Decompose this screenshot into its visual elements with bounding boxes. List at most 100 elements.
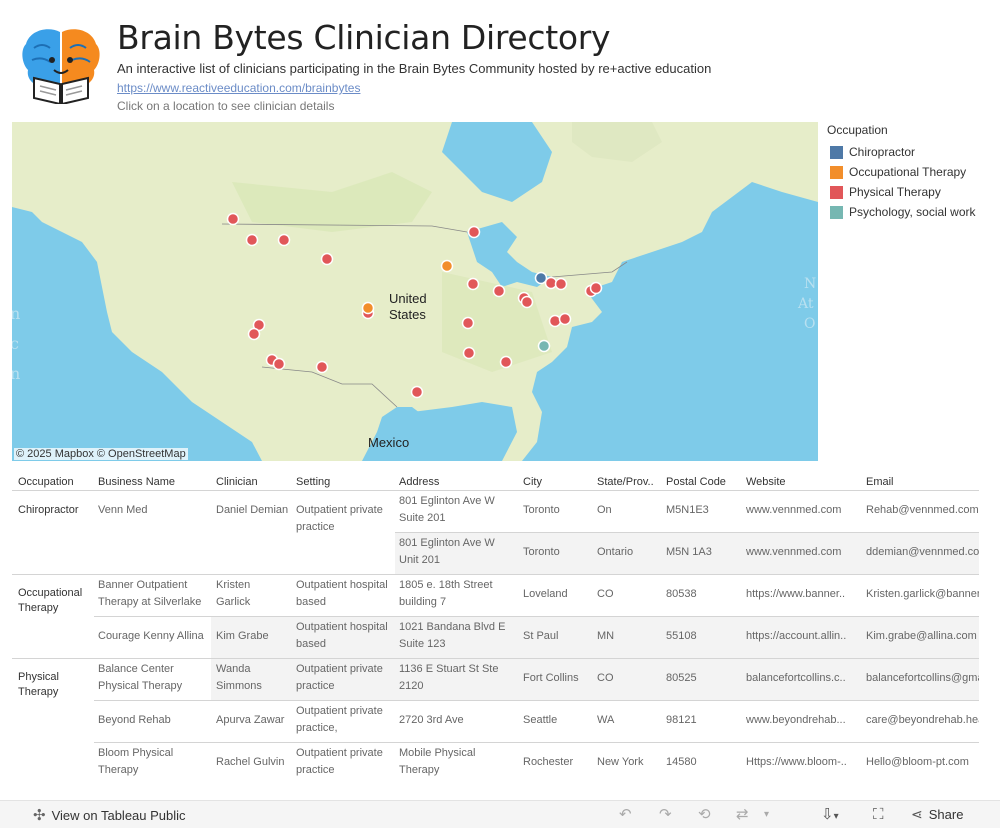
revert-icon[interactable]: ⟲ bbox=[698, 806, 711, 823]
table-cell-postal: 80538 bbox=[666, 588, 697, 600]
map-marker[interactable] bbox=[548, 314, 562, 328]
map-marker[interactable] bbox=[499, 355, 513, 369]
table-cell-setting: Outpatient private practice bbox=[296, 663, 383, 692]
table-cell-business: Bloom Physical Therapy bbox=[98, 747, 174, 776]
clinician-table[interactable]: Occupation Business Name Clinician Setti… bbox=[12, 474, 979, 796]
land-north-america bbox=[12, 122, 818, 461]
tableau-icon: ✣ bbox=[33, 807, 46, 824]
table-cell-email[interactable]: care@beyondrehab.health bbox=[866, 714, 979, 726]
download-icon[interactable]: ⇩▾ bbox=[821, 806, 839, 823]
share-icon: ⋖ bbox=[911, 806, 923, 822]
map-marker[interactable] bbox=[520, 295, 534, 309]
map-marker[interactable] bbox=[245, 233, 259, 247]
map-marker[interactable] bbox=[466, 277, 480, 291]
table-cell-website[interactable]: www.vennmed.com bbox=[746, 504, 842, 516]
table-cell-clinician: Apurva Zawar bbox=[216, 714, 285, 726]
legend-item-chiropractor[interactable]: Chiropractor bbox=[827, 142, 997, 162]
table-cell-website[interactable]: balancefortcollins.c.. bbox=[746, 672, 846, 684]
map-label-mexico: Mexico bbox=[368, 435, 409, 450]
svg-text:At: At bbox=[797, 296, 814, 312]
table-cell-state: Ontario bbox=[597, 546, 634, 558]
table-cell-state: MN bbox=[597, 630, 615, 642]
group-chiropractor: Chiropractor bbox=[18, 504, 79, 516]
map-marker[interactable] bbox=[247, 327, 261, 341]
table-cell-email[interactable]: Kim.grabe@allina.com bbox=[866, 630, 977, 642]
col-header-clinician[interactable]: Clinician bbox=[216, 476, 258, 488]
col-header-website[interactable]: Website bbox=[746, 476, 786, 488]
table-cell-postal: 14580 bbox=[666, 756, 697, 768]
col-header-occupation[interactable]: Occupation bbox=[18, 476, 74, 488]
table-cell-state: WA bbox=[597, 714, 615, 726]
table-cell-website[interactable]: Https://www.bloom-.. bbox=[746, 756, 847, 768]
map-marker[interactable] bbox=[462, 346, 476, 360]
table-cell-email[interactable]: Hello@bloom-pt.com bbox=[866, 756, 969, 768]
legend-item-physical-therapy[interactable]: Physical Therapy bbox=[827, 182, 997, 202]
table-cell-clinician: Daniel Demian bbox=[216, 504, 289, 516]
table-cell-email[interactable]: ddemian@vennmed.com bbox=[866, 546, 979, 558]
map-marker[interactable] bbox=[320, 252, 334, 266]
col-header-address[interactable]: Address bbox=[399, 476, 440, 488]
map-marker[interactable] bbox=[461, 316, 475, 330]
table-cell-city: Seattle bbox=[523, 714, 558, 726]
undo-icon[interactable]: ↶ bbox=[619, 806, 632, 823]
row-divider bbox=[94, 742, 979, 743]
map-attribution[interactable]: © 2025 Mapbox © OpenStreetMap bbox=[14, 448, 188, 460]
table-cell-website[interactable]: https://www.banner.. bbox=[746, 588, 846, 600]
table-cell-email[interactable]: Rehab@vennmed.com bbox=[866, 504, 979, 516]
page-subtitle: An interactive list of clinicians partic… bbox=[117, 61, 712, 76]
table-cell-website[interactable]: https://account.allin.. bbox=[746, 630, 847, 642]
map-marker[interactable] bbox=[534, 271, 548, 285]
map-marker[interactable] bbox=[554, 277, 568, 291]
table-cell-clinician: Rachel Gulvin bbox=[216, 756, 285, 768]
map-marker[interactable] bbox=[226, 212, 240, 226]
table-cell-setting: Outpatient hospital based bbox=[296, 579, 388, 608]
map-marker[interactable] bbox=[440, 259, 454, 273]
brainbytes-link[interactable]: https://www.reactiveeducation.com/brainb… bbox=[117, 81, 361, 95]
table-cell-email[interactable]: balancefortcollins@gmail.com bbox=[866, 672, 979, 684]
refresh-icon[interactable]: ⇄ bbox=[736, 806, 749, 823]
svg-text:O: O bbox=[804, 316, 815, 332]
map-marker[interactable] bbox=[558, 312, 572, 326]
map-label-united: United bbox=[389, 291, 427, 306]
table-cell-city: St Paul bbox=[523, 630, 559, 642]
table-cell-city: Toronto bbox=[523, 504, 560, 516]
table-cell-address: Mobile Physical Therapy bbox=[399, 747, 476, 776]
map-marker[interactable] bbox=[277, 233, 291, 247]
map-marker[interactable] bbox=[315, 360, 329, 374]
redo-icon[interactable]: ↷ bbox=[659, 806, 672, 823]
table-cell-website[interactable]: www.beyondrehab... bbox=[746, 714, 846, 726]
col-header-setting[interactable]: Setting bbox=[296, 476, 331, 488]
table-cell-address: 1805 e. 18th Street building 7 bbox=[399, 579, 493, 608]
col-header-city[interactable]: City bbox=[523, 476, 542, 488]
map-marker[interactable] bbox=[537, 339, 551, 353]
svg-text:n: n bbox=[12, 304, 20, 323]
col-header-postal[interactable]: Postal Code bbox=[666, 476, 726, 488]
map-marker[interactable] bbox=[589, 281, 603, 295]
col-header-email[interactable]: Email bbox=[866, 476, 894, 488]
table-cell-city: Loveland bbox=[523, 588, 568, 600]
legend-item-occupational-therapy[interactable]: Occupational Therapy bbox=[827, 162, 997, 182]
row-shade bbox=[211, 658, 979, 700]
table-cell-postal: M5N1E3 bbox=[666, 504, 709, 516]
map-marker[interactable] bbox=[272, 357, 286, 371]
clinician-map[interactable]: n c n N At O United States Mexico bbox=[12, 122, 818, 461]
group-divider bbox=[12, 574, 979, 575]
table-cell-email[interactable]: Kristen.garlick@bannerhealth.com bbox=[866, 588, 979, 600]
map-marker[interactable] bbox=[361, 301, 375, 315]
share-button[interactable]: ⋖ Share bbox=[911, 806, 964, 822]
fullscreen-icon[interactable]: ⛶ bbox=[873, 806, 884, 823]
table-cell-website[interactable]: www.vennmed.com bbox=[746, 546, 842, 558]
map-marker[interactable] bbox=[410, 385, 424, 399]
map-marker[interactable] bbox=[492, 284, 506, 298]
col-header-business[interactable]: Business Name bbox=[98, 476, 176, 488]
view-on-tableau-button[interactable]: ✣ View on Tableau Public bbox=[33, 807, 186, 824]
chevron-down-icon[interactable]: ▾ bbox=[764, 809, 770, 820]
map-marker[interactable] bbox=[467, 225, 481, 239]
legend-item-psychology[interactable]: Psychology, social work bbox=[827, 202, 997, 222]
table-cell-setting: Outpatient hospital based bbox=[296, 621, 388, 650]
legend-swatch bbox=[830, 165, 843, 179]
table-cell-business: Beyond Rehab bbox=[98, 714, 171, 726]
col-header-state[interactable]: State/Prov.. bbox=[597, 476, 654, 488]
table-cell-setting: Outpatient private practice, bbox=[296, 705, 383, 734]
table-cell-business: Courage Kenny Allina bbox=[98, 630, 204, 642]
